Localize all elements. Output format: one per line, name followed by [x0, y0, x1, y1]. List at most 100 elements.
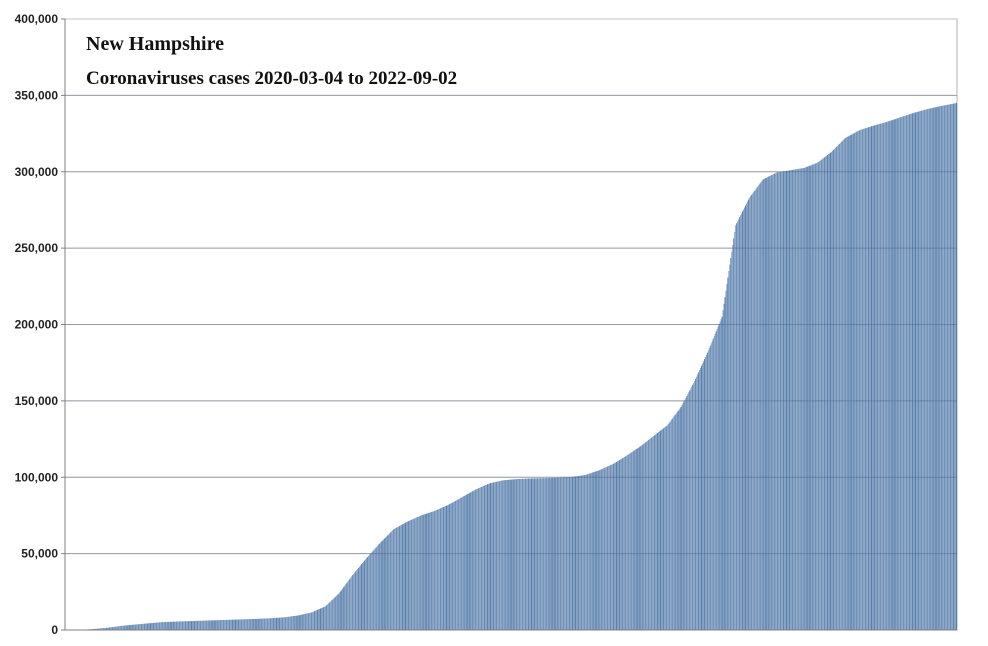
bar	[908, 114, 910, 630]
bar	[419, 515, 421, 630]
bar	[429, 512, 431, 630]
bar	[480, 487, 482, 630]
bar	[458, 498, 460, 630]
bar	[849, 135, 851, 631]
bar	[374, 548, 376, 630]
bar	[205, 620, 207, 630]
bar	[561, 477, 563, 630]
bar	[819, 161, 821, 630]
bar	[652, 436, 654, 630]
bar	[711, 340, 713, 630]
bar	[810, 165, 812, 630]
bar	[722, 310, 724, 630]
bar	[186, 621, 188, 630]
bar	[278, 617, 280, 630]
bar	[866, 127, 868, 630]
bar	[898, 117, 900, 631]
bar	[828, 154, 830, 630]
bar	[546, 478, 548, 630]
bar	[268, 618, 270, 630]
bar	[653, 436, 655, 630]
bar	[562, 477, 564, 630]
bar	[606, 466, 608, 630]
bar	[394, 528, 396, 630]
bar	[288, 616, 290, 630]
bar	[912, 113, 914, 630]
bar	[938, 106, 940, 630]
bar	[160, 622, 162, 630]
bar	[811, 164, 813, 630]
bar	[280, 617, 282, 630]
bar	[695, 378, 697, 630]
bar	[239, 619, 241, 630]
bar	[637, 448, 639, 630]
bar	[869, 126, 871, 630]
bar	[644, 442, 646, 630]
bar	[520, 478, 522, 630]
bar	[428, 512, 430, 630]
bar	[491, 482, 493, 630]
bar	[952, 103, 954, 630]
bar	[950, 104, 952, 630]
bar	[643, 443, 645, 630]
bar	[710, 343, 712, 630]
bar	[214, 620, 216, 630]
bar	[418, 516, 420, 630]
bar	[906, 115, 908, 631]
bar	[437, 509, 439, 630]
bar	[96, 628, 98, 630]
bar	[528, 478, 530, 630]
bar	[234, 619, 235, 630]
bar	[829, 152, 831, 630]
bar	[134, 624, 136, 630]
bar	[107, 627, 108, 630]
bar	[192, 620, 194, 630]
bar	[774, 173, 776, 630]
bar	[172, 621, 174, 630]
bar	[758, 184, 760, 630]
bar	[742, 211, 744, 630]
bar	[579, 475, 581, 630]
bar	[433, 511, 435, 630]
bar	[365, 558, 367, 630]
bar	[187, 621, 189, 630]
bar	[161, 622, 163, 630]
bar	[346, 582, 348, 630]
bar	[284, 617, 286, 630]
bar	[613, 463, 615, 630]
bar	[124, 625, 126, 630]
bar	[376, 546, 378, 630]
bar	[648, 439, 650, 630]
bar	[633, 450, 635, 630]
bar	[763, 178, 765, 630]
bar	[229, 619, 231, 630]
bar	[473, 490, 475, 630]
bar	[189, 621, 191, 630]
bar	[271, 618, 273, 630]
bar	[282, 617, 284, 630]
y-tick-label: 350,000	[15, 88, 59, 102]
bar	[114, 626, 116, 630]
bar	[864, 128, 866, 631]
bar	[167, 621, 169, 630]
bar	[777, 172, 779, 630]
bar	[717, 326, 719, 630]
bar	[133, 624, 135, 630]
bar	[723, 303, 725, 630]
bar	[542, 478, 544, 630]
bar	[504, 480, 506, 630]
bar	[767, 176, 769, 630]
bar	[649, 439, 651, 630]
bar	[493, 482, 495, 630]
bar	[699, 370, 701, 630]
bar	[840, 142, 842, 630]
bar	[447, 504, 449, 630]
bar	[765, 177, 767, 630]
bar	[806, 166, 808, 631]
bar	[656, 433, 658, 630]
bar	[847, 136, 849, 630]
bar	[411, 519, 413, 630]
bar	[755, 188, 757, 631]
bar	[901, 116, 903, 631]
bar	[119, 626, 121, 630]
